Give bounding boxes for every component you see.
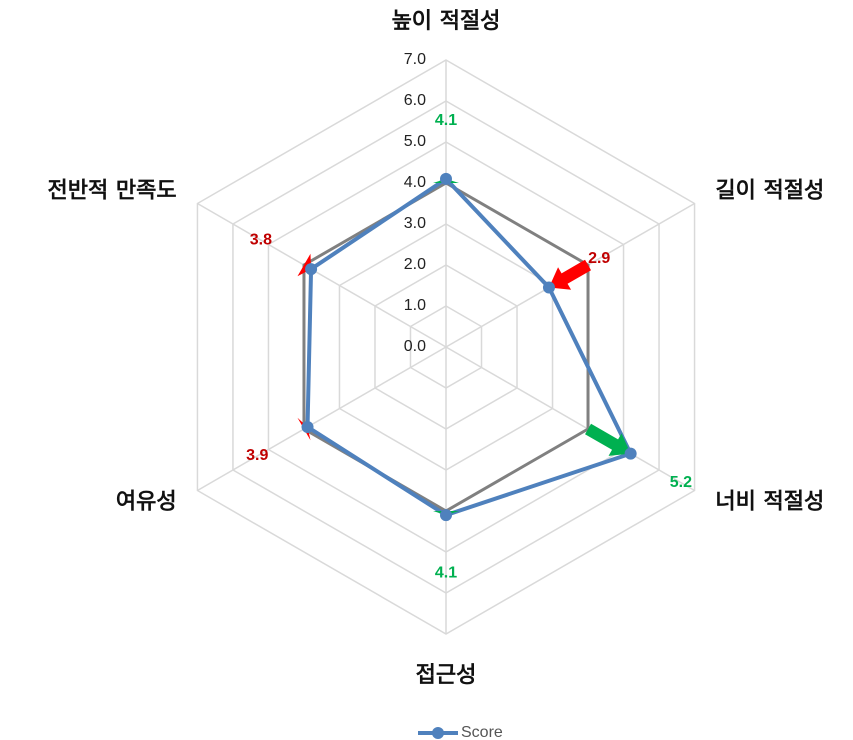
value-label: 4.1 (435, 112, 457, 129)
spoke (197, 202, 447, 348)
category-label: 길이 적절성 (715, 179, 824, 204)
r-tick-label: 3.0 (404, 215, 426, 232)
category-label: 높이 적절성 (392, 9, 501, 34)
score-marker (440, 172, 452, 185)
score-marker (624, 447, 637, 460)
spoke (445, 346, 695, 492)
legend-marker (432, 727, 444, 739)
value-label: 3.9 (246, 447, 268, 464)
value-label: 5.2 (670, 474, 692, 491)
legend-label: Score (461, 724, 503, 740)
category-label: 전반적 만족도 (48, 179, 177, 204)
r-tick-label: 4.0 (404, 174, 426, 191)
value-label: 3.8 (250, 231, 272, 248)
score-marker (542, 281, 555, 294)
r-tick-label: 6.0 (404, 92, 426, 109)
score-marker (440, 509, 452, 522)
category-label: 접근성 (416, 663, 477, 688)
score-marker (305, 263, 318, 276)
r-tick-label: 5.0 (404, 133, 426, 150)
value-label: 2.9 (588, 250, 610, 267)
score-marker (301, 420, 314, 433)
category-label: 너비 적절성 (715, 490, 824, 515)
change-arrow (548, 259, 592, 290)
series-line (305, 176, 633, 518)
change-arrow (585, 423, 631, 456)
r-tick-label: 2.0 (404, 256, 426, 273)
spoke (197, 346, 447, 492)
r-tick-label: 1.0 (404, 297, 426, 314)
value-label: 4.1 (435, 564, 457, 581)
category-label: 여유성 (116, 490, 177, 515)
r-tick-label: 7.0 (404, 51, 426, 68)
r-tick-label: 0.0 (404, 338, 426, 355)
